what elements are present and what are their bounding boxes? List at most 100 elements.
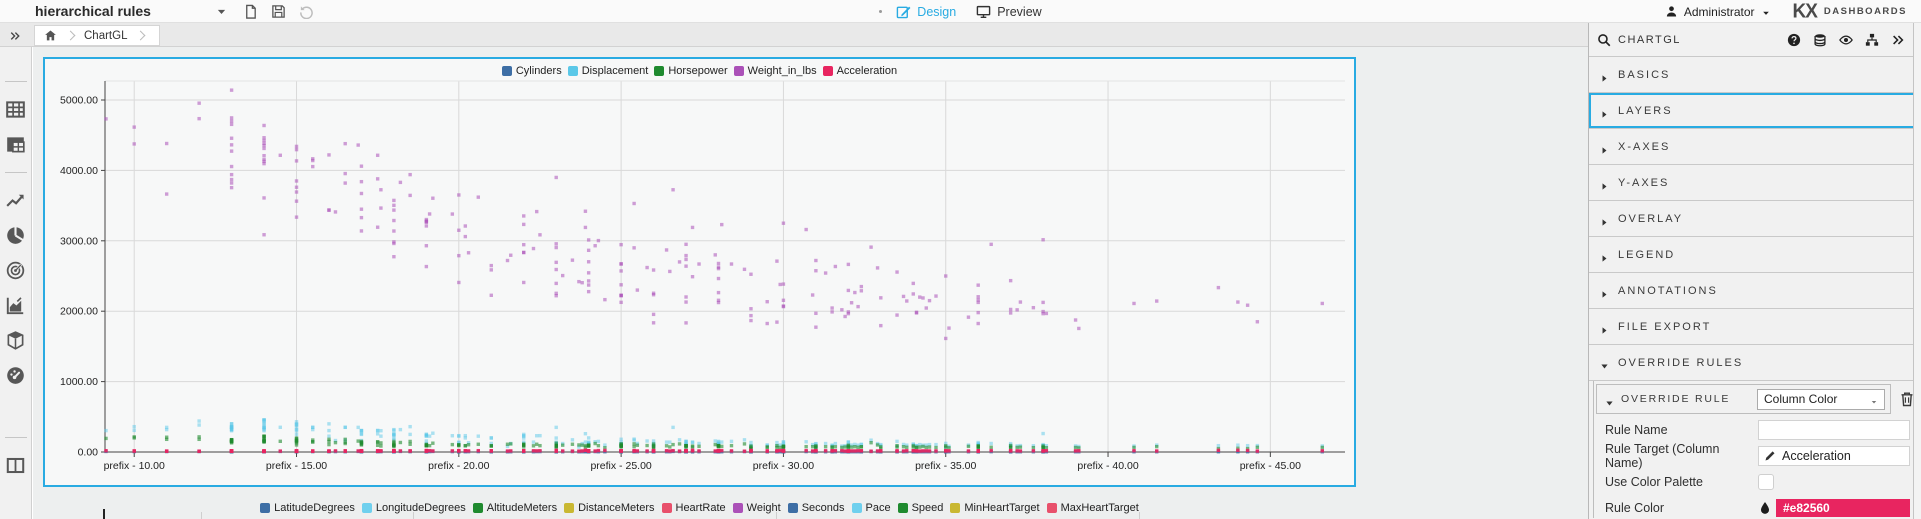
top-bar: hierarchical rules Design Preview Admini…	[0, 0, 1921, 23]
selected-component-name[interactable]: CHARTGL	[1618, 33, 1681, 46]
home-icon[interactable]	[44, 29, 57, 42]
section-override-rules[interactable]: OVERRIDE RULES	[1589, 345, 1921, 381]
section-file-export[interactable]: FILE EXPORT	[1589, 309, 1921, 345]
chart-legend: Cylinders Displacement Horsepower Weight_in…	[45, 65, 1354, 77]
override-rule-header[interactable]: OVERRIDE RULE Column Color	[1596, 384, 1891, 414]
area-chart-icon[interactable]	[6, 296, 25, 315]
legend-item[interactable]: Pace	[851, 502, 891, 514]
pivot-table-icon[interactable]	[6, 135, 25, 154]
section-overlay[interactable]: OVERLAY	[1589, 201, 1921, 237]
pencil-icon	[1764, 450, 1776, 462]
database-icon[interactable]	[1813, 33, 1827, 47]
breadcrumb-chevron-icon	[65, 30, 76, 41]
chartgl-widget[interactable]: Cylinders Displacement Horsepower Weight_in…	[43, 57, 1356, 487]
legend-swatch	[472, 503, 483, 513]
eye-icon[interactable]	[1839, 33, 1853, 47]
legend-item[interactable]: LongitudeDegrees	[361, 502, 466, 514]
legend-item[interactable]: MinHeartTarget	[950, 502, 1040, 514]
legend-swatch	[260, 503, 271, 513]
legend-item[interactable]: Horsepower	[654, 65, 728, 77]
legend-label: HeartRate	[675, 502, 726, 514]
expand-sidebar-icon[interactable]	[9, 29, 21, 41]
section-label: ANNOTATIONS	[1618, 284, 1718, 297]
dashboards-wordmark: DASHBOARDS	[1823, 6, 1907, 17]
rule-type-value: Column Color	[1764, 392, 1838, 406]
split-panel-icon[interactable]	[6, 456, 25, 475]
svg-text:prefix - 15.00: prefix - 15.00	[266, 460, 327, 472]
legend-item[interactable]: Displacement	[567, 65, 648, 77]
section-x-axes[interactable]: X-AXES	[1589, 129, 1921, 165]
section-basics[interactable]: BASICS	[1589, 57, 1921, 93]
pie-chart-icon[interactable]	[6, 226, 25, 245]
breadcrumb-page[interactable]: ChartGL	[84, 29, 128, 42]
separator-dot-icon	[879, 10, 883, 13]
rule-color-swatch[interactable]: #e82560	[1776, 498, 1910, 517]
panel-header-icons	[1787, 33, 1905, 47]
legend-swatch	[733, 66, 744, 76]
svg-text:prefix - 40.00: prefix - 40.00	[1077, 460, 1138, 472]
section-legend[interactable]: LEGEND	[1589, 237, 1921, 273]
rule-type-select[interactable]: Column Color	[1757, 388, 1885, 410]
cube-3d-icon[interactable]	[6, 331, 25, 350]
gauge-icon[interactable]	[6, 366, 25, 385]
data-grid-icon[interactable]	[6, 100, 25, 119]
svg-text:5000.00: 5000.00	[60, 95, 98, 107]
preview-mode-button[interactable]: Preview	[976, 4, 1042, 19]
legend-item[interactable]: Weight_in_lbs	[733, 65, 817, 77]
design-mode-button[interactable]: Design	[896, 4, 956, 19]
legend-label: LatitudeDegrees	[274, 502, 355, 514]
line-chart-icon[interactable]	[6, 191, 25, 210]
section-y-axes[interactable]: Y-AXES	[1589, 165, 1921, 201]
double-chevron-right-icon[interactable]	[1891, 33, 1905, 47]
section-annotations[interactable]: ANNOTATIONS	[1589, 273, 1921, 309]
save-icon[interactable]	[271, 4, 286, 19]
legend-swatch	[950, 503, 961, 513]
legend-swatch	[787, 503, 798, 513]
dashboard-title[interactable]: hierarchical rules	[35, 3, 151, 19]
legend-label: MinHeartTarget	[964, 502, 1040, 514]
legend-item[interactable]: Speed	[897, 502, 943, 514]
legend-item[interactable]: HeartRate	[661, 502, 726, 514]
radar-chart-icon[interactable]	[6, 261, 25, 280]
legend-label: MaxHeartTarget	[1060, 502, 1139, 514]
svg-text:prefix - 20.00: prefix - 20.00	[428, 460, 489, 472]
delete-rule-trash-icon[interactable]	[1899, 391, 1915, 407]
panel-scrollbar[interactable]	[1913, 23, 1921, 519]
legend-label: Weight	[746, 502, 781, 514]
dashboard-canvas[interactable]: Cylinders Displacement Horsepower Weight_in…	[33, 47, 1588, 519]
sitemap-icon[interactable]	[1865, 33, 1879, 47]
triangle-right-icon	[1600, 178, 1609, 190]
help-icon[interactable]	[1787, 33, 1801, 47]
sidebar-divider	[4, 81, 27, 82]
use-color-palette-row: Use Color Palette	[1596, 471, 1915, 492]
user-menu[interactable]: Administrator	[1665, 5, 1771, 19]
section-layers[interactable]: LAYERS	[1589, 93, 1921, 129]
triangle-down-icon	[1600, 358, 1609, 369]
legend-item[interactable]: Cylinders	[501, 65, 562, 77]
triangle-right-icon	[1600, 286, 1609, 298]
legend-item[interactable]: DistanceMeters	[564, 502, 655, 514]
legend-label: Seconds	[801, 502, 845, 514]
legend-item[interactable]: LatitudeDegrees	[260, 502, 355, 514]
legend-label: Acceleration	[836, 65, 898, 77]
legend-swatch	[661, 503, 672, 513]
rule-target-row: Rule Target (Column Name) Acceleration	[1596, 442, 1915, 470]
new-document-icon[interactable]	[243, 4, 258, 19]
legend-item[interactable]: Weight	[732, 502, 781, 514]
triangle-down-icon[interactable]	[1605, 395, 1614, 405]
select-caret-icon	[1870, 395, 1878, 404]
rule-name-label: Rule Name	[1605, 422, 1668, 437]
undo-icon[interactable]	[299, 4, 314, 20]
legend-swatch	[897, 503, 908, 513]
preview-label: Preview	[997, 4, 1042, 19]
legend-item[interactable]: AltitudeMeters	[472, 502, 557, 514]
title-caret-down-icon[interactable]	[215, 5, 228, 18]
legend-item[interactable]: MaxHeartTarget	[1046, 502, 1139, 514]
legend-item[interactable]: Acceleration	[822, 65, 898, 77]
use-color-palette-checkbox[interactable]	[1758, 473, 1774, 490]
legend-item[interactable]: Seconds	[787, 502, 845, 514]
rule-target-value: Acceleration	[1782, 448, 1851, 463]
rule-name-input[interactable]	[1758, 419, 1910, 440]
rule-target-input[interactable]: Acceleration	[1758, 445, 1910, 466]
rule-name-row: Rule Name	[1596, 419, 1915, 440]
